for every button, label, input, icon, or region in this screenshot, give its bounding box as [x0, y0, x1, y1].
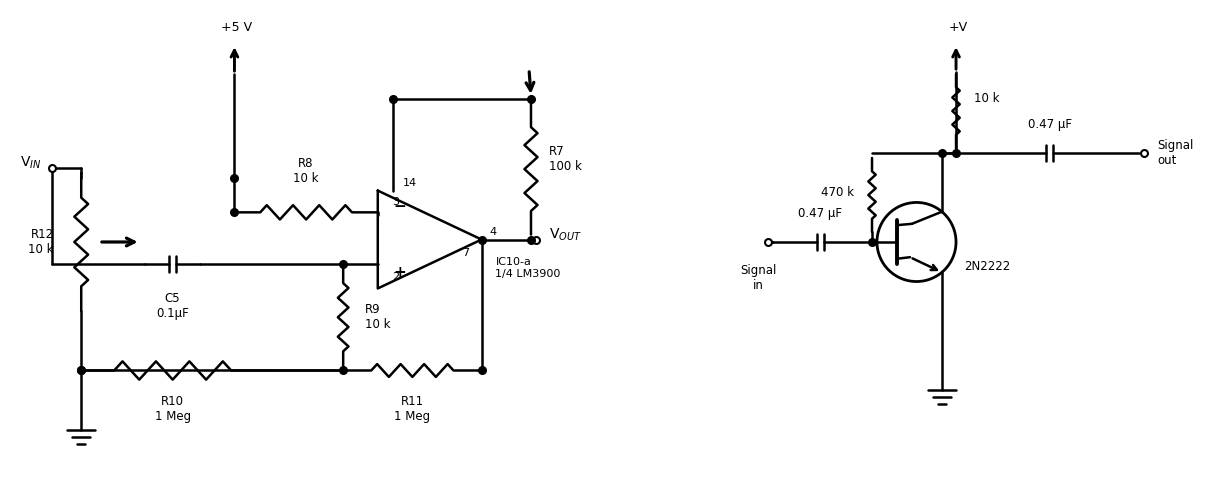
- Text: C5
0.1μF: C5 0.1μF: [156, 292, 188, 320]
- Text: 2: 2: [393, 271, 399, 281]
- Text: 14: 14: [403, 178, 416, 187]
- Text: 3: 3: [393, 198, 399, 207]
- Text: R7
100 k: R7 100 k: [548, 145, 582, 173]
- Text: R8
10 k: R8 10 k: [293, 157, 319, 185]
- Text: 10 k: 10 k: [973, 92, 999, 105]
- Text: R11
1 Meg: R11 1 Meg: [394, 395, 430, 423]
- Text: −: −: [393, 199, 405, 214]
- Text: 7: 7: [462, 248, 469, 258]
- Text: IC10-a
1/4 LM3900: IC10-a 1/4 LM3900: [495, 257, 561, 279]
- Text: +: +: [393, 265, 405, 280]
- Text: +V: +V: [949, 21, 967, 34]
- Text: +5 V: +5 V: [221, 21, 253, 34]
- Text: 2N2222: 2N2222: [963, 260, 1010, 273]
- Text: R9
10 k: R9 10 k: [365, 303, 391, 331]
- Text: 470 k: 470 k: [822, 186, 854, 199]
- Text: 4: 4: [489, 227, 496, 237]
- Text: V$_{IN}$: V$_{IN}$: [20, 155, 42, 171]
- Text: V$_{OUT}$: V$_{OUT}$: [548, 227, 582, 243]
- Text: 0.47 μF: 0.47 μF: [1027, 118, 1072, 131]
- Text: Signal
in: Signal in: [740, 264, 776, 292]
- Text: Signal
out: Signal out: [1158, 139, 1194, 167]
- Text: R12
10 k: R12 10 k: [28, 228, 53, 256]
- Text: 0.47 μF: 0.47 μF: [798, 207, 843, 220]
- Text: R10
1 Meg: R10 1 Meg: [154, 395, 191, 423]
